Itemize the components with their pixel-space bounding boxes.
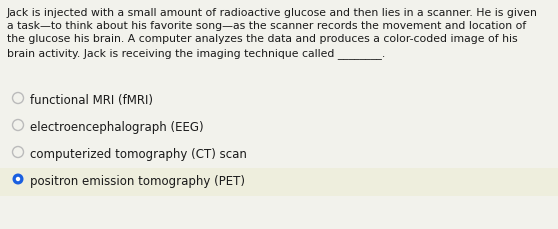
FancyBboxPatch shape (0, 168, 558, 196)
Text: positron emission tomography (PET): positron emission tomography (PET) (30, 175, 245, 188)
Circle shape (12, 174, 23, 185)
Circle shape (16, 177, 20, 181)
Text: brain activity. Jack is receiving the imaging technique called ________.: brain activity. Jack is receiving the im… (7, 48, 385, 58)
Text: computerized tomography (CT) scan: computerized tomography (CT) scan (30, 148, 247, 161)
Text: a task—to think about his favorite song—as the scanner records the movement and : a task—to think about his favorite song—… (7, 21, 526, 31)
Text: Jack is injected with a small amount of radioactive glucose and then lies in a s: Jack is injected with a small amount of … (7, 8, 538, 18)
Text: functional MRI (fMRI): functional MRI (fMRI) (30, 94, 153, 107)
Text: the glucose his brain. A computer analyzes the data and produces a color-coded i: the glucose his brain. A computer analyz… (7, 34, 518, 44)
Text: electroencephalograph (EEG): electroencephalograph (EEG) (30, 121, 204, 134)
